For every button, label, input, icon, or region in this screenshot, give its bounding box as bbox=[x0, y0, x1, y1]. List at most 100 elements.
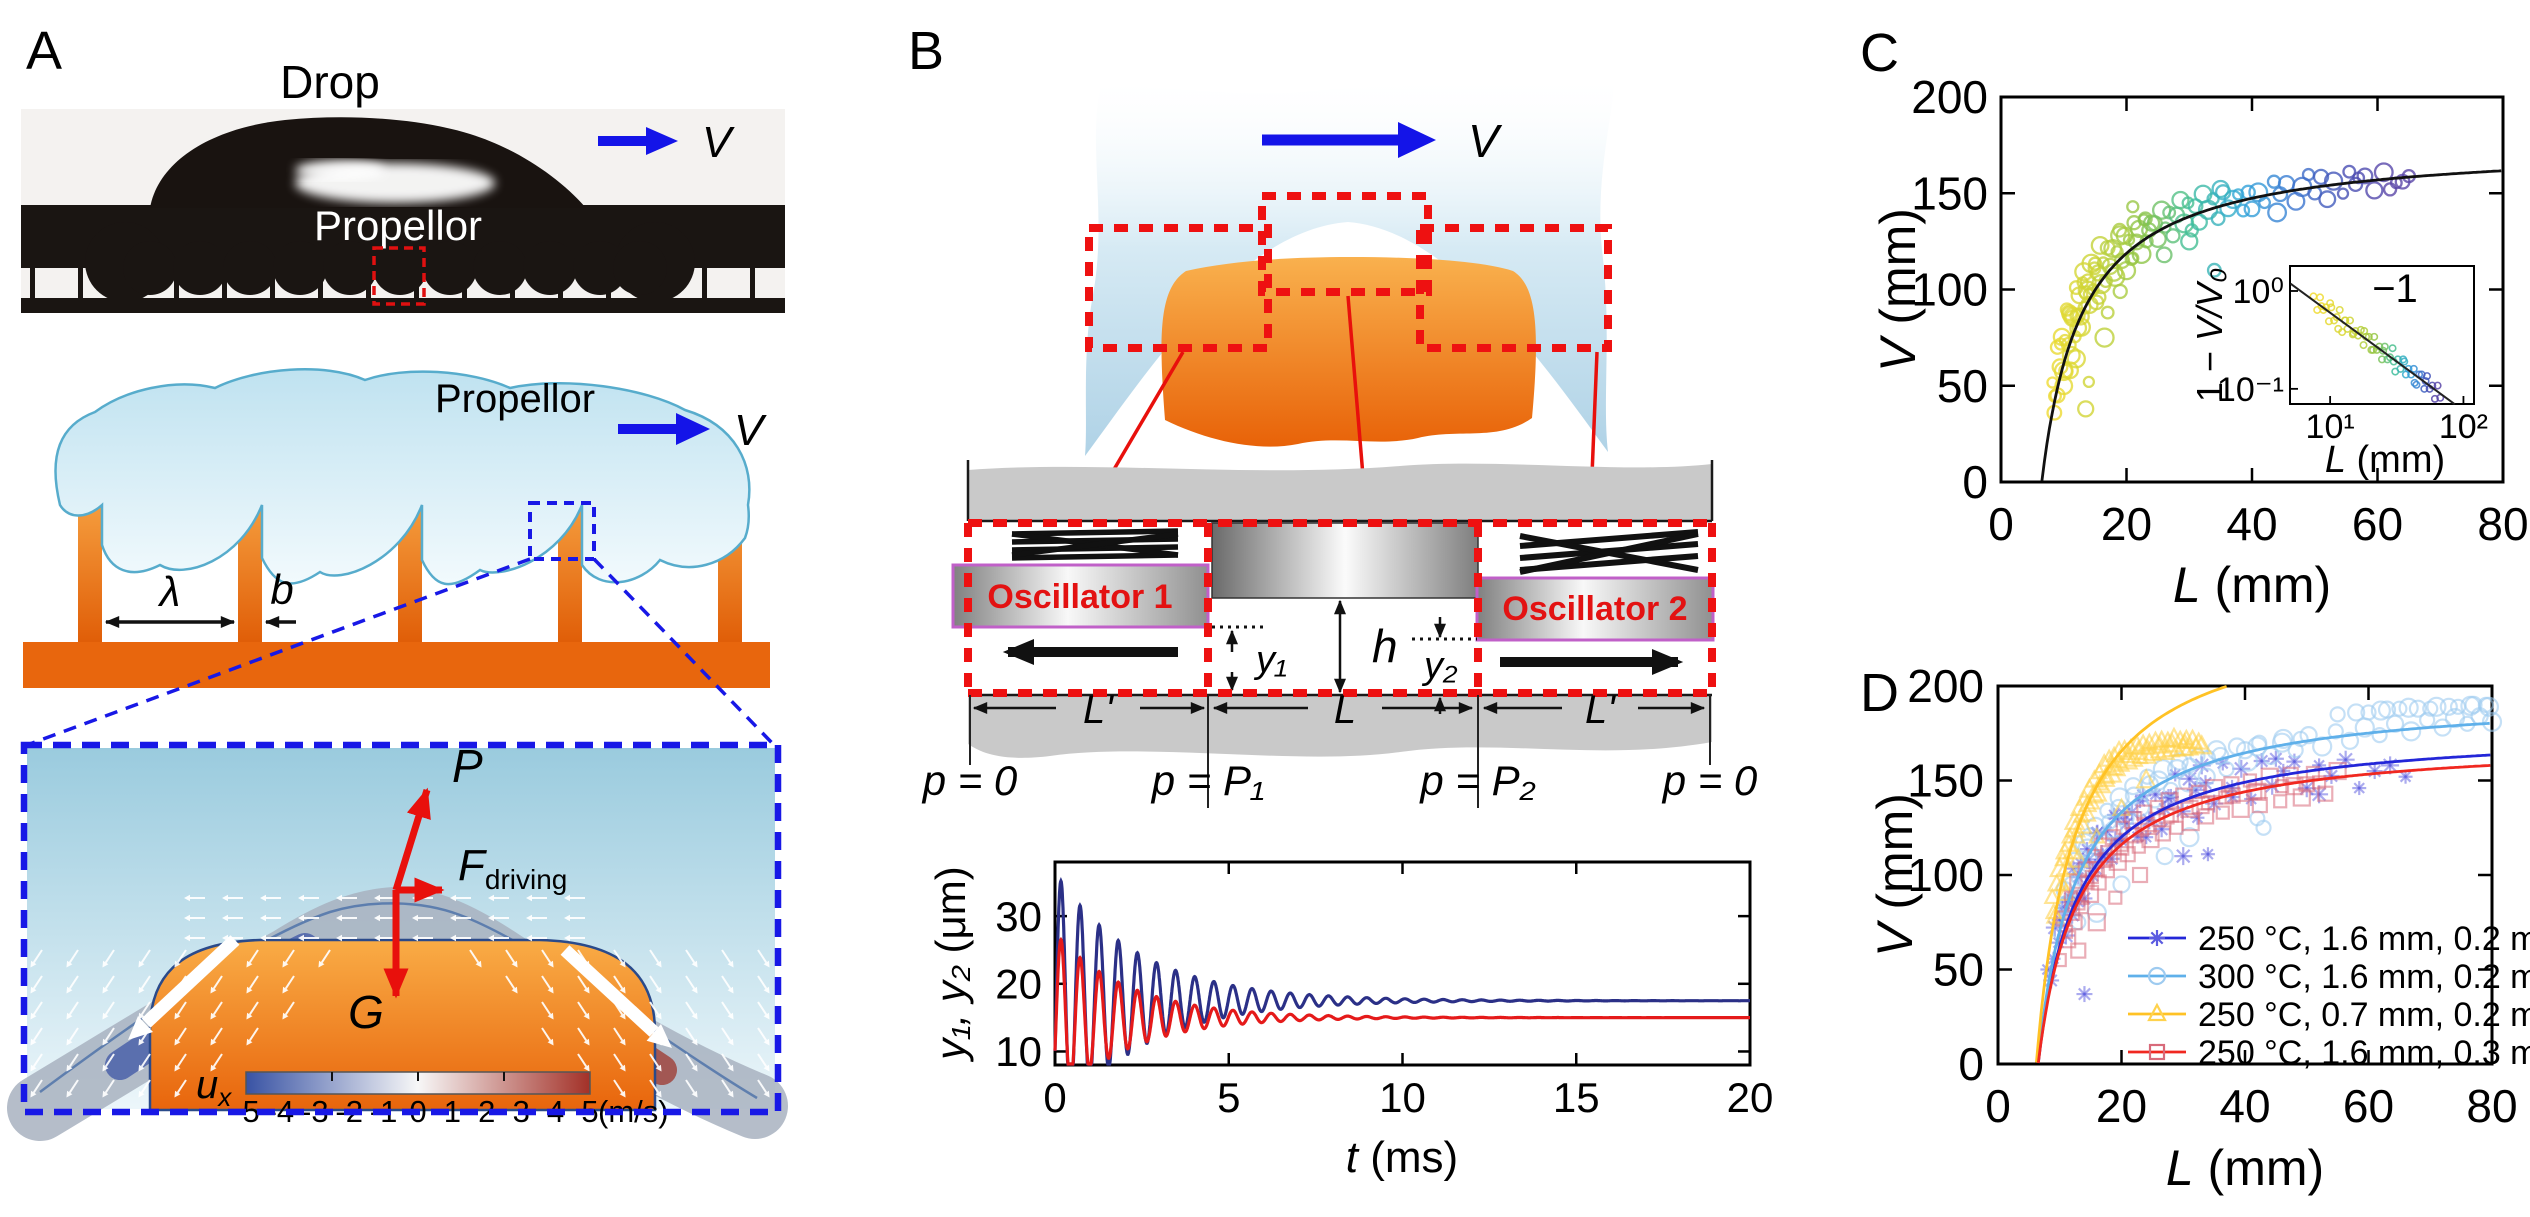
flow-arrowhead bbox=[727, 1038, 734, 1046]
flow-arrowhead bbox=[30, 1038, 37, 1046]
marker-circle bbox=[2398, 697, 2419, 718]
flow-arrowhead bbox=[138, 986, 145, 994]
panel-label-c: C bbox=[1860, 23, 1899, 83]
flow-arrow bbox=[104, 1027, 115, 1042]
flow-arrow bbox=[685, 1027, 696, 1042]
x-tick-label: 40 bbox=[2219, 1080, 2270, 1132]
flow-arrowhead bbox=[374, 914, 380, 922]
h-label: h bbox=[1372, 620, 1398, 672]
flow-arrowhead bbox=[246, 986, 253, 994]
pillar-post bbox=[30, 268, 35, 300]
pillar-post bbox=[654, 268, 659, 300]
flow-arrow bbox=[757, 1001, 768, 1016]
L-label: L bbox=[1334, 688, 1356, 732]
marker-square bbox=[2134, 822, 2149, 837]
flow-arrow bbox=[140, 1001, 151, 1016]
flow-arrow bbox=[212, 975, 223, 990]
pillar-post bbox=[750, 268, 755, 300]
flow-arrowhead bbox=[138, 1090, 145, 1098]
flow-arrow bbox=[721, 1053, 732, 1068]
data-point bbox=[2347, 176, 2364, 193]
pressure-label-0-right: p = 0 bbox=[1661, 757, 1758, 804]
lambda-label: λ bbox=[158, 568, 181, 615]
y-tick-label: 50 bbox=[1933, 944, 1984, 996]
flow-arrowhead bbox=[511, 960, 518, 968]
flow-arrow bbox=[577, 1053, 588, 1068]
flow-arrow bbox=[284, 975, 295, 990]
marker-circle bbox=[2178, 772, 2199, 793]
y-tick-label: 0 bbox=[1958, 1038, 1984, 1090]
flow-arrow bbox=[685, 1001, 696, 1016]
marker-triangle bbox=[2188, 731, 2209, 750]
big-flow-arrow-left bbox=[141, 935, 240, 1028]
flow-arrowhead bbox=[526, 894, 532, 902]
x-tick-label: 0 bbox=[1985, 1080, 2011, 1132]
marker-circle bbox=[2347, 703, 2366, 722]
plot-frame bbox=[1053, 860, 1752, 1067]
inset-point bbox=[2335, 305, 2344, 314]
flow-arrowhead bbox=[246, 960, 253, 968]
flow-arrowhead bbox=[655, 986, 662, 994]
flow-arrow bbox=[248, 975, 259, 990]
big-flow-arrowhead-left bbox=[128, 1016, 153, 1040]
inset-border bbox=[20, 741, 782, 1116]
flow-arrow bbox=[32, 949, 43, 964]
flow-arrowhead bbox=[102, 1064, 109, 1072]
flow-arrowhead bbox=[30, 1090, 37, 1098]
flow-arrowhead bbox=[30, 986, 37, 994]
big-flow-arrow-right bbox=[560, 945, 659, 1037]
c-ylabel: V (mm) bbox=[1870, 208, 1926, 372]
flow-zoom-inset: -5 -4 -3 -2 -1 0 1 2 3 4 5 (m/s) ux P Fdriving G bbox=[7, 740, 788, 1141]
marker-square bbox=[2273, 794, 2288, 809]
data-point bbox=[2151, 200, 2172, 220]
marker-square bbox=[2148, 1043, 2166, 1061]
oscillator-1-box bbox=[951, 563, 1210, 629]
zoom-box-middle bbox=[1258, 192, 1432, 296]
panel-d-chart: 0 20 40 60 80 0 50 100 150 200 250 °C, 1.6 mm, 0.2… bbox=[1867, 660, 2530, 1196]
liquid-body bbox=[1085, 78, 1615, 456]
pillar-post bbox=[558, 268, 563, 300]
flow-arrowhead bbox=[102, 1012, 109, 1020]
flow-arrow bbox=[176, 1079, 187, 1094]
marker-triangle bbox=[2082, 783, 2105, 804]
flow-arrowhead bbox=[282, 986, 289, 994]
inset-point bbox=[2388, 344, 2397, 353]
flow-arrow bbox=[757, 975, 768, 990]
inset-point bbox=[2316, 293, 2325, 302]
flow-arrowhead bbox=[450, 894, 456, 902]
pressure-label-P2: p = P₂ bbox=[1418, 757, 1535, 804]
flow-arrow bbox=[212, 1053, 223, 1068]
x-tick-label: 80 bbox=[2477, 498, 2528, 550]
marker-square bbox=[2215, 805, 2230, 820]
flow-arrowhead bbox=[583, 1064, 590, 1072]
pillar-post bbox=[78, 268, 83, 300]
flow-arrowhead bbox=[547, 986, 554, 994]
flow-arrowhead bbox=[655, 1064, 662, 1072]
inset-ylabel: 1 − V/V₀ bbox=[2189, 268, 2230, 402]
data-point bbox=[2248, 182, 2269, 203]
zoom-connector-left bbox=[26, 557, 531, 747]
marker-square bbox=[2071, 886, 2090, 905]
inset-y-tick-label: 10⁻¹ bbox=[2217, 371, 2284, 409]
flow-arrow bbox=[721, 1079, 732, 1094]
flow-arrow bbox=[32, 1001, 43, 1016]
b-label: b bbox=[270, 566, 293, 613]
flow-arrowhead bbox=[210, 1064, 217, 1072]
data-point bbox=[2159, 221, 2172, 234]
fit-curve bbox=[2036, 753, 2491, 1064]
flow-arrowhead bbox=[763, 960, 770, 968]
flow-arrow bbox=[68, 1001, 79, 1016]
flow-arrow bbox=[685, 949, 696, 964]
marker-circle bbox=[2408, 699, 2427, 718]
flow-arrow bbox=[32, 1079, 43, 1094]
flow-arrow bbox=[176, 949, 187, 964]
flow-arrow bbox=[757, 1027, 768, 1042]
flow-arrowhead bbox=[174, 1090, 181, 1098]
velocity-arrowhead bbox=[676, 413, 710, 445]
flow-arrow bbox=[577, 1001, 588, 1016]
flow-arrowhead bbox=[619, 1064, 626, 1072]
pillar-post bbox=[702, 268, 707, 300]
marker-triangle bbox=[2138, 738, 2157, 755]
d-xlabel: L (mm) bbox=[2166, 1140, 2324, 1196]
